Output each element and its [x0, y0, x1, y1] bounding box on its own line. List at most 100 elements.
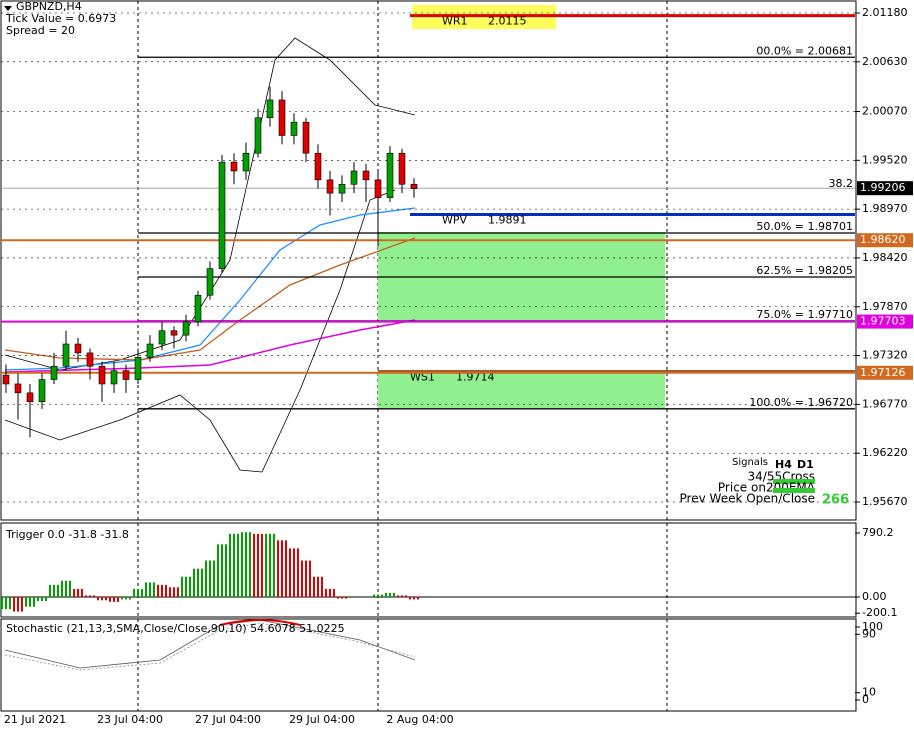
y-tick-label: 1.98970 — [862, 202, 908, 215]
candle-body — [230, 161, 238, 172]
ema-55 — [4, 237, 416, 361]
candle-body — [338, 183, 346, 194]
zone — [378, 232, 665, 320]
price-box — [857, 233, 913, 248]
candle-body — [146, 343, 154, 358]
candle-body — [374, 179, 382, 198]
signals-title: Signals — [732, 457, 768, 468]
price-box-label: 1.99206 — [860, 181, 906, 194]
candle-body — [326, 179, 334, 194]
y-tick-label: 1.96770 — [862, 397, 908, 410]
stoch-signal — [4, 622, 416, 671]
fib-label: 75.0% = 1.97710 — [756, 308, 853, 321]
candle-body — [158, 330, 166, 345]
price-box — [857, 365, 913, 380]
candle-body — [134, 357, 142, 380]
candle-body — [290, 121, 298, 136]
x-tick-label: 23 Jul 04:00 — [97, 713, 163, 726]
candle-body — [278, 99, 286, 136]
price-box-label: 1.97703 — [860, 315, 906, 328]
candle-body — [86, 352, 94, 367]
y-tick-label: 2.00070 — [862, 105, 908, 118]
candle-body — [2, 374, 10, 385]
stoch-tick-label: 10 — [862, 686, 876, 699]
trigger-frame — [0, 522, 857, 618]
symbol: GBPNZD,H4 — [16, 0, 82, 13]
candle-body — [386, 152, 394, 198]
candle-body — [122, 370, 130, 380]
x-tick-label: 27 Jul 04:00 — [195, 713, 261, 726]
candle-body — [194, 294, 202, 323]
candle-body — [206, 268, 214, 296]
stoch-main — [4, 619, 416, 669]
signals-col: H4 — [775, 458, 792, 471]
fib-label: 100.0% = 1.96720 — [749, 396, 853, 409]
trigger-tick-label: -200.1 — [862, 606, 897, 619]
signal-bar — [773, 488, 815, 493]
trigger-label: Trigger 0.0 -31.8 -31.8 — [5, 528, 129, 541]
price-box-label: 1.97126 — [860, 366, 906, 379]
pivot-value: 2.0115 — [488, 15, 527, 28]
menu-arrow[interactable] — [4, 6, 12, 11]
candle-body — [218, 161, 226, 269]
bollinger-lower — [4, 189, 396, 473]
candle-body — [14, 383, 22, 394]
candle-body — [170, 330, 178, 336]
trigger-tick-label: 0.00 — [862, 590, 887, 603]
candle-body — [314, 152, 322, 181]
candle-body — [110, 370, 118, 385]
spread: Spread = 20 — [6, 24, 75, 37]
candle-body — [50, 365, 58, 380]
pivot-name: WS1 — [410, 371, 435, 384]
y-tick-label: 1.95670 — [862, 495, 908, 508]
candle-body — [74, 343, 82, 354]
y-tick-label: 1.97870 — [862, 300, 908, 313]
signal-bar — [773, 479, 815, 484]
price-box — [857, 314, 913, 329]
y-tick-label: 2.01180 — [862, 6, 908, 19]
candle-body — [62, 343, 70, 367]
signals-col: D1 — [797, 458, 814, 471]
stoch-frame — [0, 618, 857, 712]
stoch-label: Stochastic (21,13,3,SMA,Close/Close,90,1… — [6, 622, 345, 635]
ema-34 — [4, 207, 416, 371]
pivot-value: 1.9714 — [456, 371, 495, 384]
candle-body — [182, 321, 190, 336]
fib-label: 00.0% = 2.00681 — [756, 44, 853, 57]
stoch-tick-label: 0 — [862, 693, 869, 706]
x-tick-label: 2 Aug 04:00 — [386, 713, 453, 726]
main-frame — [0, 0, 857, 521]
candle-body — [266, 99, 274, 119]
signals-count: 266 — [822, 493, 849, 508]
x-tick-label: 21 Jul 2021 — [4, 713, 66, 726]
pivot-value: 1.9891 — [488, 213, 527, 226]
stoch-tick-label: 100 — [862, 620, 883, 633]
fib-label: 38.2 — [829, 177, 854, 190]
stoch-tick-label: 90 — [862, 627, 876, 640]
candle-body — [26, 392, 34, 403]
ema-200 — [4, 319, 416, 373]
tick-value: Tick Value = 0.6973 — [5, 12, 116, 25]
candle-body — [398, 152, 406, 185]
signals-row: Prev Week Open/Close — [680, 492, 815, 506]
candle-body — [242, 152, 250, 172]
y-tick-label: 1.97320 — [862, 349, 908, 362]
y-tick-label: 2.00630 — [862, 55, 908, 68]
candle-body — [98, 365, 106, 385]
pivot-name: WPV — [442, 213, 468, 226]
fib-label: 50.0% = 1.98701 — [756, 220, 853, 233]
stoch-overbought — [219, 619, 301, 626]
y-tick-label: 1.96220 — [862, 446, 908, 459]
price-box — [857, 181, 913, 196]
candle-body — [410, 183, 418, 190]
candle-body — [38, 379, 46, 403]
candle-body — [350, 170, 358, 185]
pivot-name: WR1 — [442, 15, 468, 28]
candle-body — [254, 117, 262, 154]
price-box-label: 1.98620 — [860, 233, 906, 246]
trigger-tick-label: 790.2 — [862, 526, 894, 539]
x-tick-label: 29 Jul 04:00 — [289, 713, 355, 726]
zone — [378, 370, 665, 408]
